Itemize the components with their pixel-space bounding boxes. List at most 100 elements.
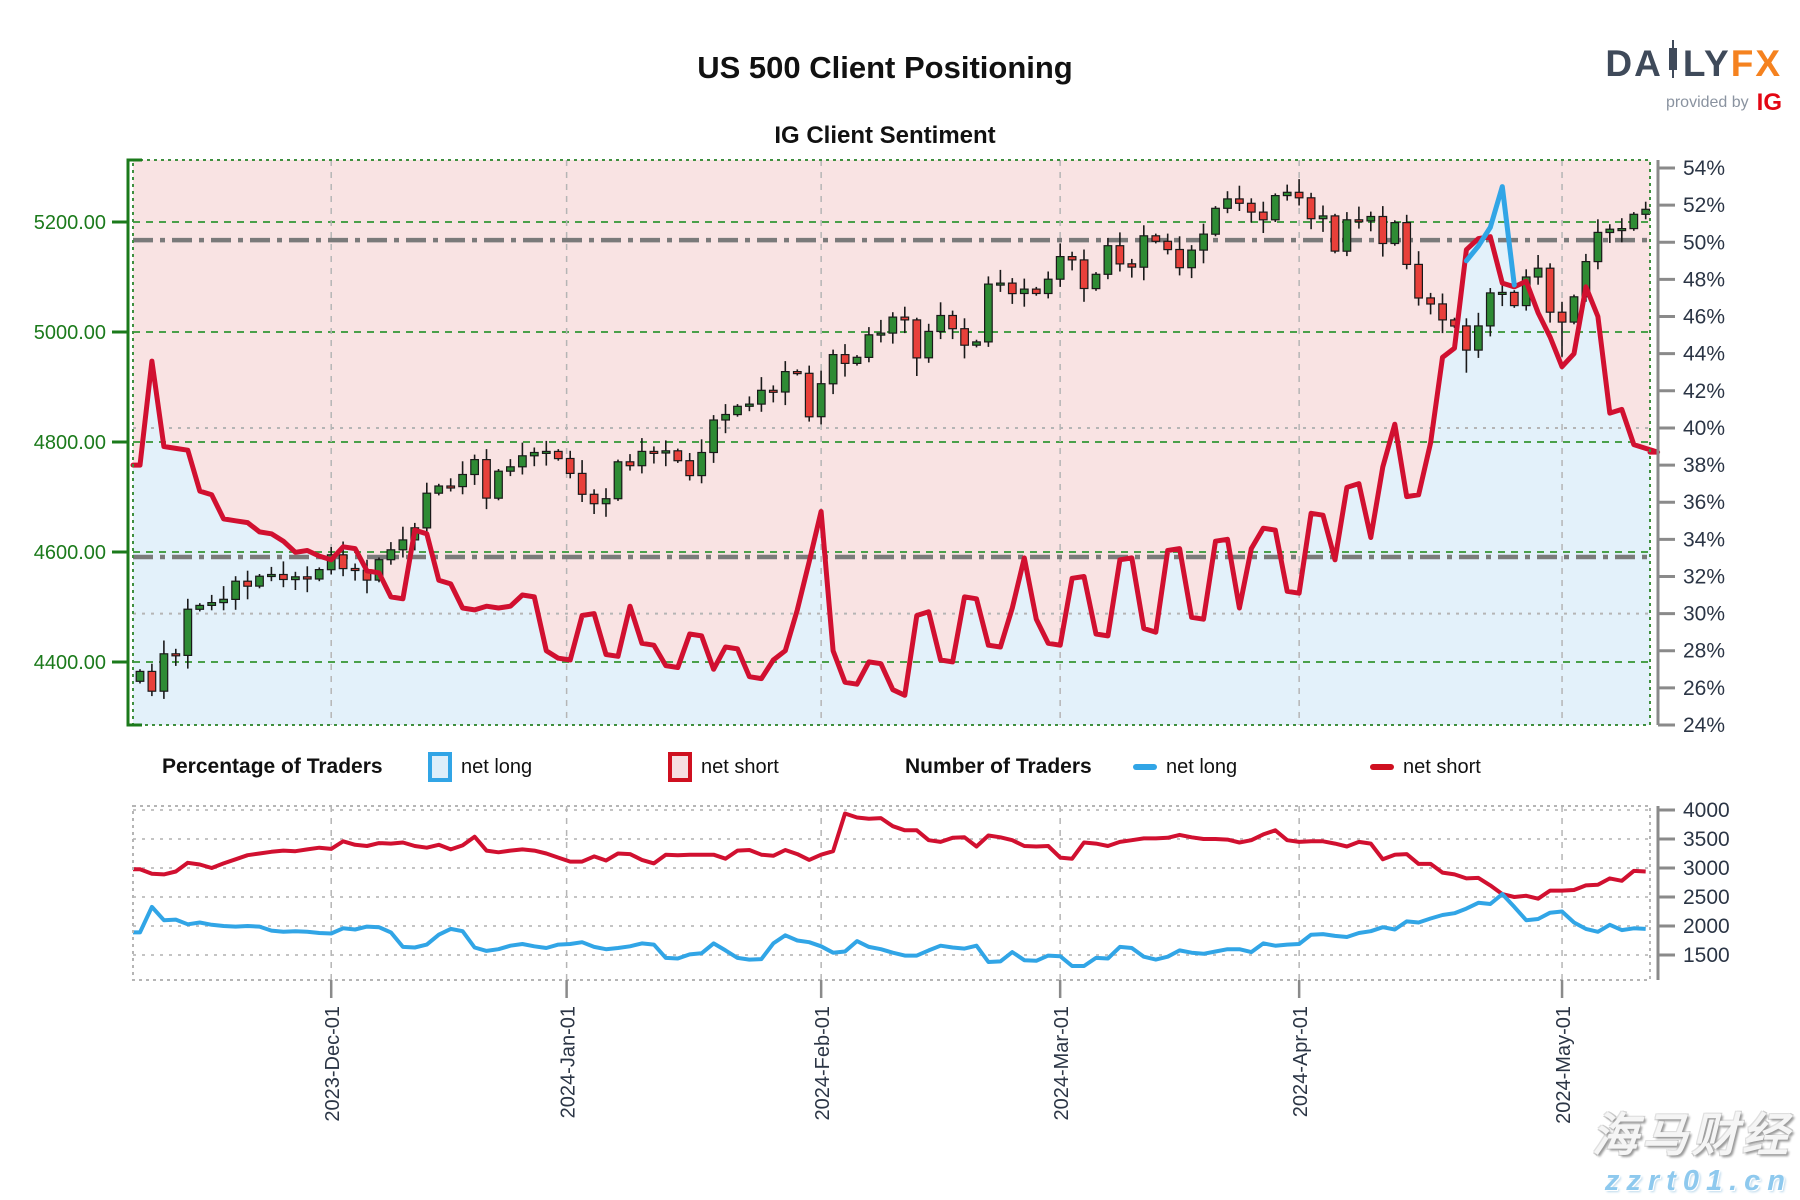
- net-short-dash-icon: [1370, 764, 1394, 770]
- candle-body: [852, 356, 862, 364]
- price-axis-label: 5200.00: [34, 212, 106, 234]
- candle-body: [553, 450, 563, 460]
- pct-axis-label: 26%: [1683, 677, 1725, 700]
- candle-body: [314, 568, 324, 580]
- candle-body: [960, 328, 969, 346]
- price-axis-label: 4600.00: [34, 542, 106, 564]
- candle-body: [912, 319, 922, 359]
- candle-body: [159, 653, 169, 692]
- candle-body: [1366, 215, 1376, 222]
- pct-axis-label: 54%: [1683, 157, 1725, 180]
- candle-body: [995, 282, 1005, 286]
- legend-num-net-long-label: net long: [1166, 755, 1238, 778]
- candle-body: [625, 461, 635, 467]
- date-axis-label: 2024-Jan-01: [558, 1006, 580, 1118]
- legend-pct-net-long: net long: [428, 752, 532, 782]
- candle-body: [171, 653, 181, 657]
- net-long-count-line: [133, 892, 1646, 968]
- candle-body: [983, 283, 993, 343]
- candlestick-i-icon: [1666, 40, 1680, 87]
- legend-heading-percentage: Percentage of Traders: [162, 755, 383, 778]
- candle-body: [470, 459, 479, 476]
- candle-body: [601, 498, 611, 505]
- legend-pct-net-short-label: net short: [701, 755, 779, 778]
- candle-body: [1031, 288, 1041, 295]
- net-long-square-icon: [428, 752, 452, 782]
- page-title: US 500 Client Positioning: [697, 50, 1073, 85]
- pct-axis-label: 34%: [1683, 528, 1725, 551]
- pct-axis-label: 42%: [1683, 380, 1725, 403]
- candle-body: [1414, 263, 1424, 299]
- candle-body: [195, 604, 205, 610]
- candle-body: [1019, 288, 1029, 295]
- pct-axis-label: 28%: [1683, 640, 1725, 663]
- candle-body: [386, 549, 396, 561]
- candle-body: [1223, 198, 1232, 209]
- candle-body: [1211, 207, 1220, 235]
- candle-body: [1306, 197, 1316, 220]
- candle-body: [398, 539, 408, 551]
- candle-body: [1079, 259, 1089, 290]
- candle-body: [888, 316, 898, 334]
- candle-body: [1557, 311, 1567, 323]
- dailyfx-brand: DA LY FX: [1605, 40, 1782, 87]
- candle-body: [721, 413, 730, 421]
- traders-chart-border: [132, 805, 1651, 981]
- date-axis-label: 2024-Apr-01: [1290, 1006, 1312, 1117]
- logo-text-ly: LY: [1682, 42, 1731, 84]
- candle-body: [1318, 215, 1328, 220]
- logo-text-fx: FX: [1730, 42, 1782, 84]
- net-short-square-icon: [668, 752, 692, 782]
- candle-body: [840, 354, 850, 365]
- date-axis-label: 2024-Mar-01: [1051, 1006, 1073, 1121]
- candle-body: [1569, 296, 1579, 323]
- count-axis-label: 1500: [1683, 944, 1730, 967]
- candle-body: [816, 383, 826, 418]
- candle-body: [613, 461, 623, 500]
- net-short-upper-fill: [133, 160, 1658, 696]
- candle-body: [207, 601, 217, 606]
- candle-body: [135, 670, 145, 682]
- candle-body: [1199, 233, 1209, 251]
- ig-logo: IG: [1756, 89, 1782, 116]
- candle-body: [183, 608, 193, 657]
- candle-body: [1354, 219, 1364, 223]
- candle-body: [231, 580, 241, 601]
- net-long-dash-icon: [1133, 764, 1157, 770]
- candle-body: [649, 450, 659, 454]
- candle-body: [279, 573, 288, 581]
- candle-body: [1545, 267, 1555, 313]
- pct-axis-label: 48%: [1683, 268, 1725, 291]
- candle-body: [1485, 292, 1495, 327]
- candle-body: [1091, 273, 1101, 290]
- candle-body: [434, 485, 444, 494]
- pct-axis-label: 44%: [1683, 343, 1725, 366]
- candle-body: [577, 472, 587, 495]
- candle-body: [1139, 235, 1149, 268]
- candle-body: [673, 450, 683, 462]
- count-axis-label: 2000: [1683, 915, 1730, 938]
- net-short-count-line: [133, 811, 1646, 901]
- candle-body: [529, 451, 539, 457]
- pct-axis-label: 30%: [1683, 603, 1725, 626]
- provided-by-row: provided by IG: [1605, 89, 1782, 117]
- candle-body: [1497, 291, 1507, 295]
- candle-body: [1438, 303, 1448, 321]
- candle-body: [1593, 231, 1603, 263]
- candle-body: [804, 372, 814, 418]
- watermark-cn-text: 海马财经: [1592, 1109, 1792, 1161]
- candle-body: [1175, 248, 1185, 269]
- candle-body: [422, 492, 432, 529]
- watermark-url-text: zzrt01.cn: [1604, 1165, 1792, 1197]
- traders-chart: 4000 3500 3000 2500 2000 1500 2023-Dec-01 2024-…: [132, 799, 1730, 1124]
- logo-text-da: DA: [1605, 42, 1663, 84]
- candle-body: [744, 403, 754, 407]
- candle-body: [1461, 325, 1471, 351]
- candle-body: [267, 573, 276, 578]
- candle-body: [291, 576, 300, 581]
- candle-body: [1509, 291, 1519, 307]
- candle-body: [541, 450, 551, 454]
- candle-body: [1294, 191, 1304, 199]
